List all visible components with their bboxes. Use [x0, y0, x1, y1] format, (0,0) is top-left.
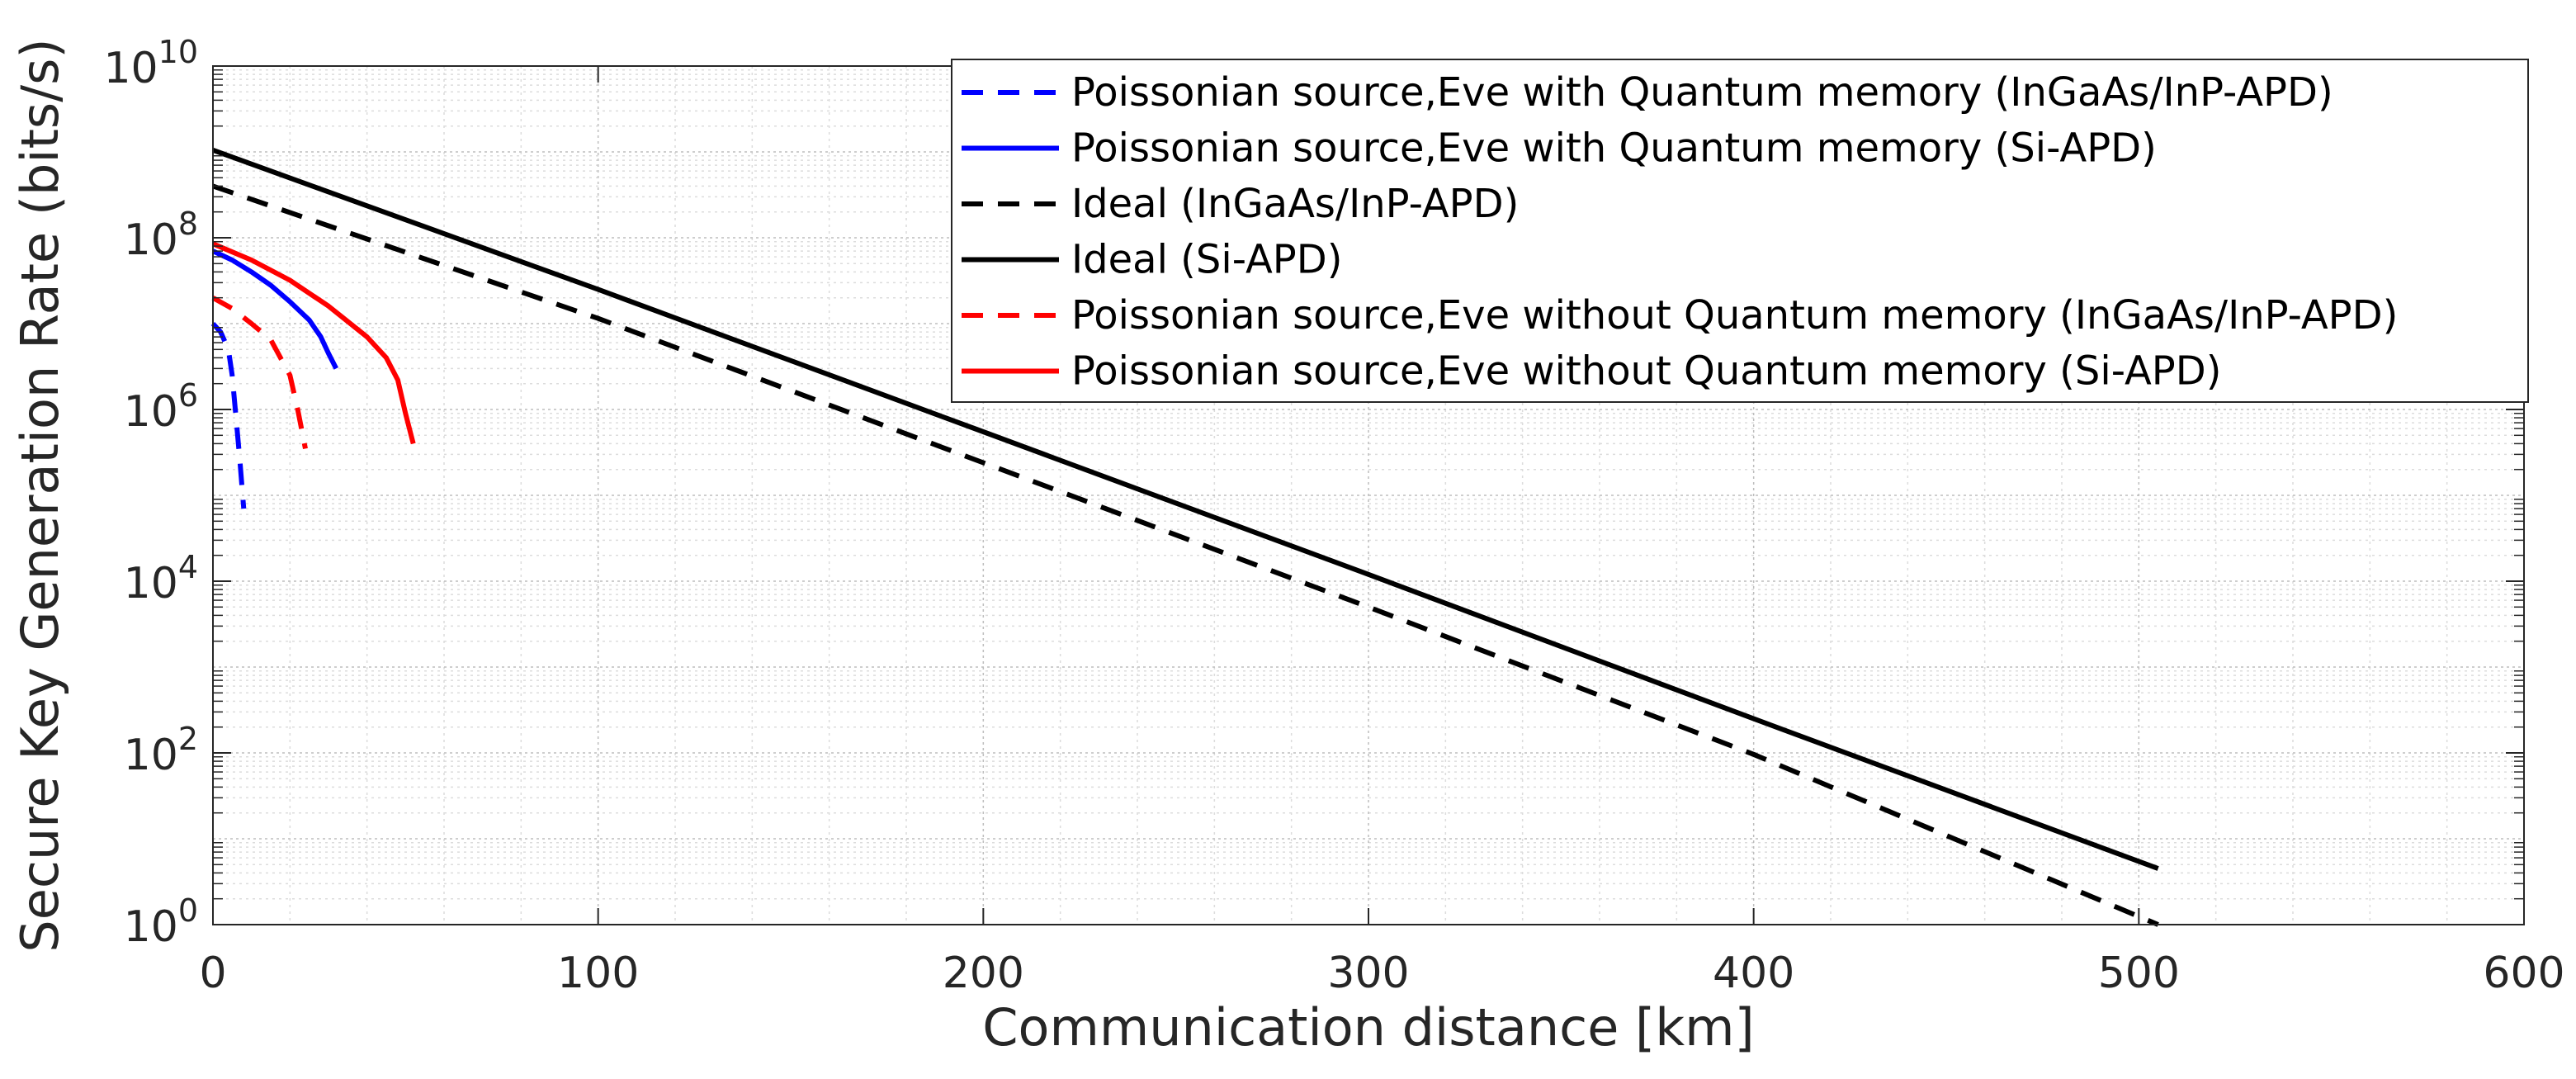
x-axis-title: Communication distance [km] — [982, 997, 1754, 1058]
x-tick-labels: 0 100 200 300 400 500 600 — [199, 949, 2564, 998]
y-tick-labels: 100 102 104 106 108 1010 — [103, 34, 198, 952]
legend-label-1: Poissonian source,Eve with Quantum memor… — [1071, 69, 2333, 116]
x-tick-label: 200 — [943, 949, 1024, 998]
legend-label-4: Ideal (Si-APD) — [1071, 237, 1342, 283]
series-line-5 — [211, 296, 308, 449]
legend-label-3: Ideal (InGaAs/InP-APD) — [1071, 181, 1519, 227]
series-layer — [210, 147, 2159, 927]
x-tick-label: 600 — [2483, 949, 2564, 998]
legend: Poissonian source,Eve with Quantum memor… — [951, 59, 2529, 403]
x-tick-label: 500 — [2098, 949, 2180, 998]
x-tick-label: 300 — [1327, 949, 1409, 998]
x-tick-label: 400 — [1713, 949, 1794, 998]
y-tick-label: 100 — [124, 892, 198, 952]
y-tick-label: 102 — [124, 721, 198, 780]
legend-label-5: Poissonian source,Eve without Quantum me… — [1071, 292, 2398, 338]
series-line-2 — [211, 248, 338, 370]
x-tick-label: 100 — [557, 949, 639, 998]
y-tick-label: 1010 — [103, 34, 198, 93]
y-tick-label: 104 — [124, 549, 198, 608]
legend-label-6: Poissonian source,Eve without Quantum me… — [1071, 348, 2221, 395]
legend-box — [951, 59, 2529, 403]
series-line-6 — [211, 241, 416, 445]
y-tick-label: 108 — [124, 206, 198, 265]
legend-label-2: Poissonian source,Eve with Quantum memor… — [1071, 125, 2157, 172]
y-axis-title: Secure Key Generation Rate (bits/s) — [10, 38, 70, 952]
series-line-3 — [212, 183, 2159, 927]
x-tick-label: 0 — [199, 949, 226, 998]
y-tick-label: 106 — [124, 377, 198, 437]
series-line-4 — [211, 147, 2159, 871]
